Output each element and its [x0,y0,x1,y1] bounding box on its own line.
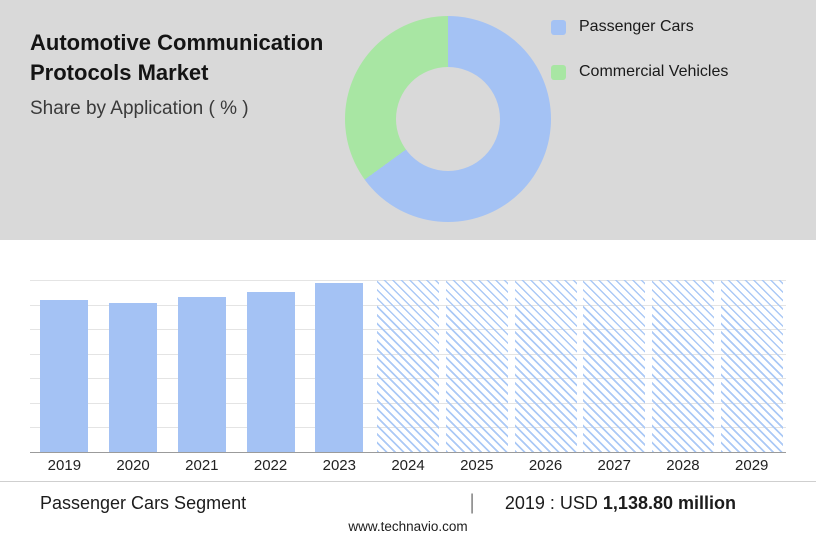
forecast-bar-2026 [514,280,577,452]
bar-slot-2028 [649,280,718,452]
legend-label: Passenger Cars [579,18,694,35]
bar-plot [30,280,786,453]
header-panel: Automotive Communication Protocols Marke… [0,0,816,240]
website-link[interactable]: www.technavio.com [348,519,468,534]
bar-slot-2027 [580,280,649,452]
footer-separator: | [469,491,475,514]
x-label-2024: 2024 [391,457,425,474]
x-label-2020: 2020 [116,457,150,474]
legend: Passenger Cars Commercial Vehicles [551,0,776,81]
x-axis-line [30,452,786,453]
legend-swatch [551,64,566,80]
bar-slot-2021 [167,280,236,452]
legend-item-0: Passenger Cars [551,18,776,36]
bar-slot-2023 [305,280,374,452]
bar-slot-2019 [30,280,99,452]
bar-slot-2029 [717,280,786,452]
x-label-2022: 2022 [253,457,288,474]
forecast-bar-2027 [583,280,646,452]
x-label-2021: 2021 [185,457,219,474]
donut-chart-area [345,0,551,222]
x-label-2027: 2027 [597,457,631,474]
bar-chart-section: 2019 2020 2021 2022 2023 2024 2025 2026 2027 2028… [0,240,816,474]
bar-slot-2025 [442,280,511,452]
legend-label: Commercial Vehicles [579,63,729,80]
bar-slot-2022 [236,280,305,452]
x-label-2019: 2019 [47,457,82,474]
chart-subtitle: Share by Application ( % ) [30,97,249,119]
donut-chart [345,16,551,222]
bar-slot-2026 [511,280,580,452]
legend-swatch [551,19,566,35]
footer: Passenger Cars Segment | 2019 : USD 1,13… [0,482,816,515]
x-label-2023: 2023 [322,457,356,474]
bar-slot-2020 [99,280,168,452]
bar-slot-2024 [374,280,443,452]
x-label-2028: 2028 [666,457,700,474]
footer-divider [0,481,816,482]
x-label-2026: 2026 [528,457,563,474]
page-title: Automotive Communication Protocols Marke… [30,28,345,89]
bar-2022 [246,292,295,452]
segment-value-prefix: 2019 : USD [504,492,603,513]
x-label-2025: 2025 [460,457,494,474]
forecast-bar-2029 [720,280,783,452]
title-block: Automotive Communication Protocols Marke… [30,0,345,120]
x-label-2029: 2029 [735,457,769,474]
donut-hole [396,67,500,171]
forecast-bar-2028 [651,280,714,452]
bar-2021 [177,297,226,452]
forecast-bar-2025 [445,280,508,452]
segment-value-amount: 1,138.80 million [602,492,736,513]
segment-label: Passenger Cars Segment [40,492,247,513]
title-line-1: Automotive Communication [30,30,324,55]
bar-2020 [109,303,158,452]
bar-2023 [315,283,364,452]
legend-item-1: Commercial Vehicles [551,63,776,81]
bars [30,280,786,452]
forecast-bar-2024 [377,280,440,452]
segment-value: 2019 : USD 1,138.80 million [505,493,736,514]
bar-2019 [40,300,89,452]
x-axis-labels: 2019 2020 2021 2022 2023 2024 2025 2026 2027 2028… [30,457,786,474]
title-line-2: Protocols Market [30,60,209,86]
